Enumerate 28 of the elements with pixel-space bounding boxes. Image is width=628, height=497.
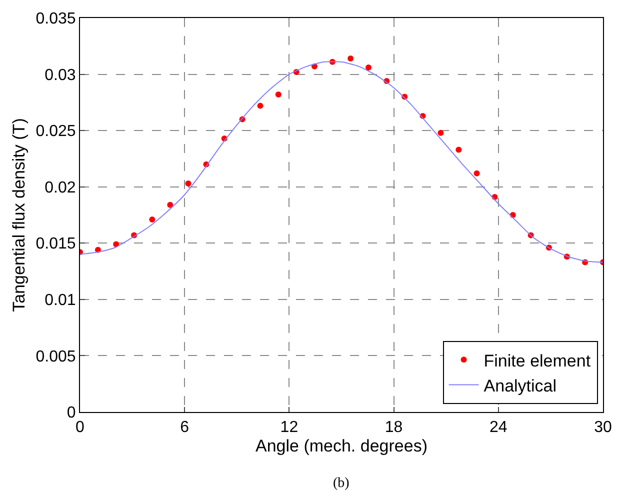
point <box>149 216 156 222</box>
legend-label: Analytical <box>484 376 557 396</box>
point <box>185 180 192 186</box>
point <box>275 92 282 98</box>
y-tick-label: 0.02 <box>44 179 76 196</box>
point <box>438 130 444 136</box>
y-tick-label: 0.025 <box>36 123 76 140</box>
point <box>474 170 480 176</box>
x-tick-label: 12 <box>280 419 298 436</box>
y-axis-title: Tangential flux density (T) <box>9 118 28 312</box>
text: (b) <box>333 476 350 491</box>
legend-label: Finite element <box>484 351 591 370</box>
y-tick-label: 0.015 <box>36 236 76 253</box>
point <box>456 146 462 153</box>
x-tick-label: 6 <box>180 419 190 436</box>
y-tick-label: 0 <box>66 404 76 422</box>
y-tick-label: 0.035 <box>36 10 76 28</box>
y-tick-label: 0.01 <box>44 292 76 310</box>
point <box>348 56 354 62</box>
y-tick-label: 0.005 <box>36 348 76 366</box>
x-tick-label: 18 <box>384 419 403 436</box>
x-tick-label: 24 <box>490 419 508 436</box>
x-axis-title: Angle (mech. degrees) <box>256 436 428 456</box>
y-tick-label: 0.03 <box>44 66 76 84</box>
x-tick-label: 30 <box>594 419 612 436</box>
point <box>257 102 264 109</box>
point <box>167 202 174 208</box>
point <box>366 64 372 71</box>
